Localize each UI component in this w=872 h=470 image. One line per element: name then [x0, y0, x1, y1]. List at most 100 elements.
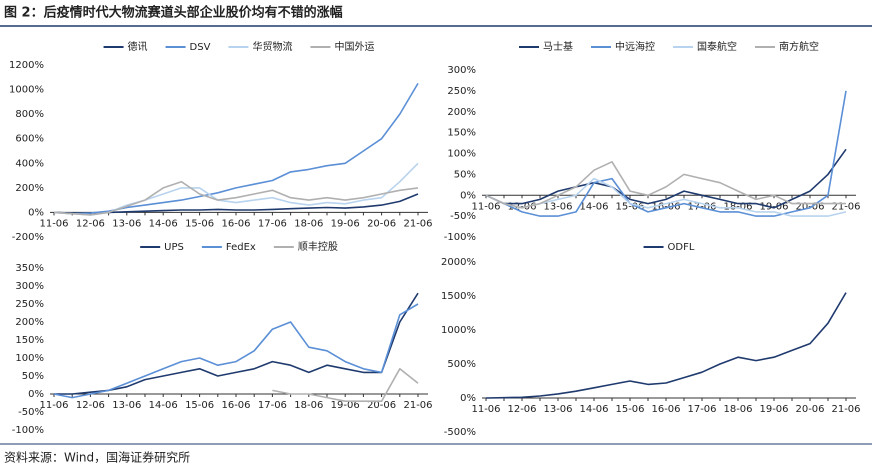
- x-tick-label: 14-06: [579, 201, 608, 212]
- y-tick-label: 150%: [15, 335, 44, 346]
- y-tick-label: 0%: [460, 393, 476, 404]
- series-line: [485, 292, 847, 399]
- y-tick-label: 1200%: [9, 60, 44, 71]
- legend-label: 国泰航空: [697, 40, 737, 53]
- x-tick-label: 11-06: [39, 400, 68, 411]
- y-tick-label: 1000%: [9, 85, 44, 96]
- x-tick-label: 21-06: [831, 201, 860, 212]
- x-tick-label: 16-06: [651, 201, 680, 212]
- legend-label: DSV: [190, 42, 211, 53]
- x-tick-label: 12-06: [76, 400, 105, 411]
- series-line: [485, 148, 847, 209]
- x-tick-label: 18-06: [723, 404, 752, 415]
- x-tick-label: 12-06: [507, 404, 536, 415]
- x-tick-label: 15-06: [615, 404, 644, 415]
- x-tick-label: 17-06: [687, 201, 716, 212]
- x-tick-label: 12-06: [76, 218, 105, 229]
- x-tick-label: 19-06: [331, 400, 360, 411]
- legend-label: 华贸物流: [252, 40, 292, 53]
- legend: 德讯 DSV 华贸物流 中国外运: [103, 40, 374, 53]
- series-line: [53, 82, 419, 215]
- y-tick-label: 500%: [447, 359, 476, 370]
- x-tick-label: 11-06: [471, 404, 500, 415]
- x-tick-label: 20-06: [367, 218, 396, 229]
- y-tick-label: -100%: [12, 425, 44, 436]
- y-tick-label: 350%: [15, 263, 44, 274]
- x-tick-label: 14-06: [149, 400, 178, 411]
- x-tick-label: 13-06: [543, 404, 572, 415]
- x-tick-label: 16-06: [221, 400, 250, 411]
- x-tick-label: 20-06: [795, 201, 824, 212]
- y-tick-label: 250%: [15, 299, 44, 310]
- x-tick-label: 13-06: [543, 201, 572, 212]
- legend-label: UPS: [164, 242, 184, 253]
- x-tick-label: 15-06: [185, 218, 214, 229]
- series-line: [54, 292, 419, 395]
- y-tick-label: 600%: [15, 134, 44, 145]
- x-tick-label: 19-06: [759, 201, 788, 212]
- legend: 马士基 中远海控 国泰航空 南方航空: [519, 40, 819, 53]
- y-tick-label: 300%: [15, 281, 44, 292]
- legend: UPS FedEx 顺丰控股: [140, 240, 338, 253]
- x-tick-label: 20-06: [367, 400, 396, 411]
- y-tick-label: 50%: [22, 371, 44, 382]
- y-tick-label: -500%: [444, 427, 476, 438]
- x-tick-label: 20-06: [795, 404, 824, 415]
- y-tick-label: 100%: [15, 353, 44, 364]
- y-tick-label: 0%: [28, 207, 44, 218]
- series-line: [53, 180, 419, 216]
- y-tick-label: 150%: [447, 128, 476, 139]
- y-tick-label: 50%: [454, 169, 476, 180]
- y-tick-label: 300%: [447, 65, 476, 76]
- series-line: [485, 177, 847, 217]
- legend-label: ODFL: [668, 242, 695, 253]
- y-tick-label: 200%: [15, 183, 44, 194]
- x-tick-label: 21-06: [403, 218, 432, 229]
- x-tick-label: 11-06: [471, 201, 500, 212]
- x-tick-label: 17-06: [258, 400, 287, 411]
- x-tick-label: 21-06: [831, 404, 860, 415]
- x-tick-label: 19-06: [759, 404, 788, 415]
- y-tick-label: -50%: [450, 211, 476, 222]
- x-tick-label: 17-06: [687, 404, 716, 415]
- legend: ODFL: [643, 242, 695, 253]
- x-tick-label: 14-06: [579, 404, 608, 415]
- y-tick-label: 200%: [15, 317, 44, 328]
- x-tick-label: 15-06: [185, 400, 214, 411]
- series-line: [485, 90, 847, 217]
- legend-label: 顺丰控股: [298, 240, 338, 253]
- y-tick-label: 2000%: [441, 257, 476, 268]
- x-tick-label: 21-06: [403, 400, 432, 411]
- y-tick-label: -50%: [18, 407, 44, 418]
- x-tick-label: 13-06: [112, 400, 141, 411]
- y-tick-label: -200%: [12, 232, 44, 243]
- legend-label: 中远海控: [615, 40, 655, 53]
- y-tick-label: 200%: [447, 107, 476, 118]
- series-line: [485, 161, 846, 209]
- x-tick-label: 11-06: [39, 218, 68, 229]
- x-tick-label: 12-06: [507, 201, 536, 212]
- legend-label: 马士基: [543, 40, 573, 53]
- y-tick-label: 250%: [447, 86, 476, 97]
- series-line: [53, 303, 419, 399]
- y-tick-label: 0%: [460, 190, 476, 201]
- source-note: 资料来源：Wind，国海证券研究所: [4, 450, 190, 465]
- y-tick-label: 1000%: [441, 325, 476, 336]
- y-tick-label: 1500%: [441, 291, 476, 302]
- y-tick-label: 800%: [15, 109, 44, 120]
- legend-label: FedEx: [226, 242, 256, 253]
- y-tick-label: 100%: [447, 149, 476, 160]
- figure-title: 图 2：后疫情时代大物流赛道头部企业股价均有不错的涨幅: [4, 5, 343, 21]
- x-tick-label: 18-06: [294, 218, 323, 229]
- legend-label: 中国外运: [334, 40, 374, 53]
- y-tick-label: -100%: [444, 232, 476, 243]
- x-tick-label: 14-06: [149, 218, 178, 229]
- x-tick-label: 16-06: [651, 404, 680, 415]
- x-tick-label: 18-06: [294, 400, 323, 411]
- x-tick-label: 18-06: [723, 201, 752, 212]
- x-tick-label: 16-06: [221, 218, 250, 229]
- legend-label: 德讯: [128, 40, 148, 53]
- x-tick-label: 17-06: [258, 218, 287, 229]
- x-tick-label: 19-06: [331, 218, 360, 229]
